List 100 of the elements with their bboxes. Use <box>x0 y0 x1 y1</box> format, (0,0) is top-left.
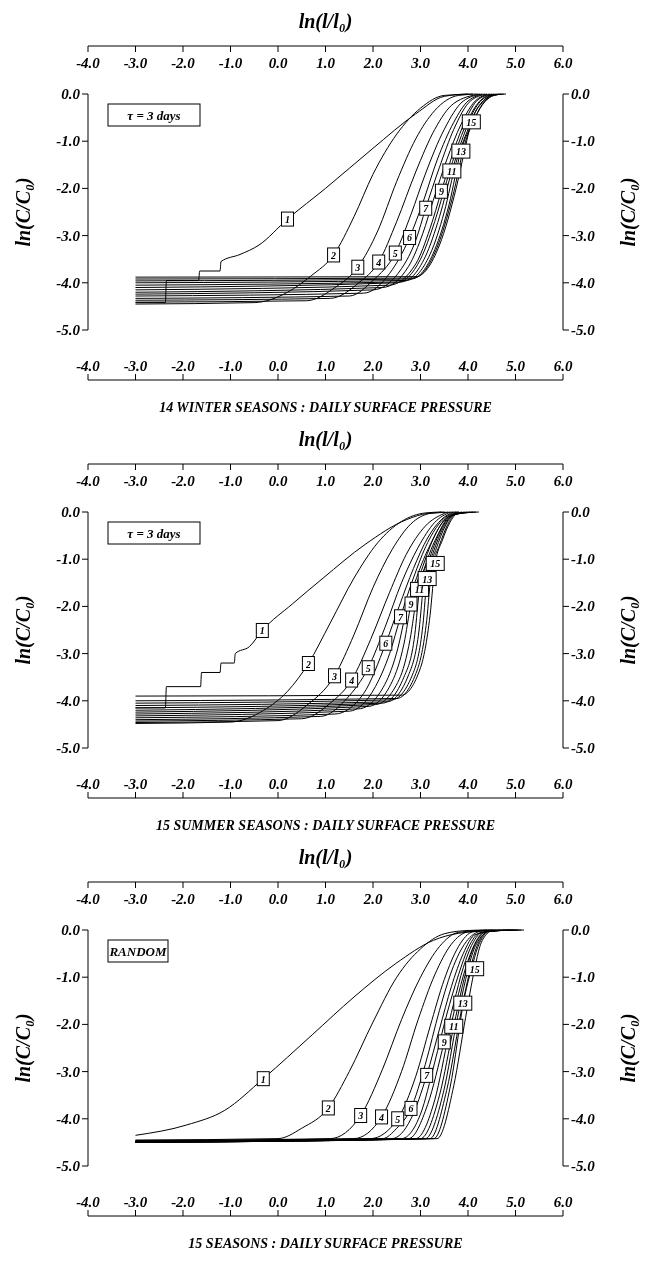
annotation: 2 <box>304 658 311 670</box>
x-tick-label: 1.0 <box>316 891 336 907</box>
y-tick-label: -3.0 <box>56 645 81 662</box>
annotation: 15 <box>469 963 480 975</box>
annotation: 13 <box>422 573 433 585</box>
y2-axis-title: ln(C/C₀) <box>617 1013 640 1083</box>
y2-tick-label: -2.0 <box>571 598 596 615</box>
x-tick-label: -3.0 <box>123 473 148 489</box>
x-tick-label: 1.0 <box>316 55 336 71</box>
x-tick-label: -2.0 <box>171 55 196 71</box>
x2-tick-label: 3.0 <box>410 776 431 792</box>
x-tick-label: -4.0 <box>76 473 101 489</box>
y-tick-label: -4.0 <box>56 1110 81 1127</box>
y2-tick-label: -5.0 <box>571 1158 596 1174</box>
y2-tick-label: -2.0 <box>571 180 596 197</box>
y-tick-label: -2.0 <box>56 1016 81 1033</box>
y-tick-label: -5.0 <box>56 322 81 338</box>
x-tick-label: 6.0 <box>553 891 573 907</box>
x2-axis-title: ln(l/l₀) <box>298 846 353 869</box>
annotation: τ = 3 days <box>127 526 181 541</box>
y2-tick-label: 0.0 <box>571 504 591 520</box>
y2-tick-label: -4.0 <box>571 274 596 291</box>
annotation: 15 <box>430 558 441 570</box>
y2-tick-label: -1.0 <box>571 551 596 568</box>
x-tick-label: -3.0 <box>123 55 148 71</box>
annotation: 3 <box>354 262 361 274</box>
x2-tick-label: -3.0 <box>123 1194 148 1210</box>
y2-tick-label: -3.0 <box>571 1063 596 1080</box>
annotation: 3 <box>357 1110 364 1122</box>
y-tick-label: -1.0 <box>56 133 81 150</box>
x2-tick-label: -4.0 <box>76 1194 101 1210</box>
x2-tick-label: 0.0 <box>268 776 288 792</box>
y-tick-label: -5.0 <box>56 1158 81 1174</box>
y-tick-label: -4.0 <box>56 274 81 291</box>
annotation: 2 <box>324 1102 331 1114</box>
annotation: 4 <box>378 1111 385 1123</box>
annotation: 7 <box>423 203 430 215</box>
x2-tick-label: 1.0 <box>316 1194 336 1210</box>
annotation: 6 <box>408 1103 414 1115</box>
y-tick-label: -5.0 <box>56 740 81 756</box>
x-tick-label: 0.0 <box>268 891 288 907</box>
annotation: 7 <box>424 1070 431 1082</box>
annotation: 15 <box>466 116 477 128</box>
annotation: 6 <box>407 232 413 244</box>
annotation: 5 <box>395 1113 401 1125</box>
x-tick-label: 5.0 <box>506 891 526 907</box>
y2-tick-label: -5.0 <box>571 322 596 338</box>
x-tick-label: 5.0 <box>506 55 526 71</box>
x2-tick-label: 6.0 <box>553 1194 573 1210</box>
y2-tick-label: -3.0 <box>571 645 596 662</box>
text: 14 WINTER SEASONS : DAILY SURFACE PRESSURE <box>159 400 492 415</box>
x-tick-label: 0.0 <box>268 473 288 489</box>
x2-tick-label: 4.0 <box>457 1194 478 1210</box>
x2-tick-label: 2.0 <box>362 1194 383 1210</box>
y-tick-label: -4.0 <box>56 692 81 709</box>
y-tick-label: -1.0 <box>56 969 81 986</box>
y-tick-label: 0.0 <box>61 86 81 102</box>
annotation: 9 <box>438 186 444 198</box>
x2-tick-label: 2.0 <box>362 358 383 374</box>
y-tick-label: -3.0 <box>56 227 81 244</box>
y2-tick-label: -2.0 <box>571 1016 596 1033</box>
annotation: 1 <box>285 214 290 226</box>
x2-tick-label: 5.0 <box>506 776 526 792</box>
annotation: 9 <box>441 1036 447 1048</box>
x2-tick-label: 3.0 <box>410 1194 431 1210</box>
y-tick-label: -1.0 <box>56 551 81 568</box>
x2-tick-label: -4.0 <box>76 776 101 792</box>
y2-tick-label: -5.0 <box>571 740 596 756</box>
x-tick-label: 3.0 <box>410 891 431 907</box>
annotation: τ = 3 days <box>127 108 181 123</box>
x2-axis-title: ln(l/l₀) <box>298 10 353 33</box>
x2-tick-label: 1.0 <box>316 776 336 792</box>
text: 15 SEASONS : DAILY SURFACE PRESSURE <box>188 1236 463 1251</box>
y2-tick-label: -4.0 <box>571 692 596 709</box>
annotation: 3 <box>331 670 338 682</box>
text: 15 SUMMER SEASONS : DAILY SURFACE PRESSURE <box>155 818 496 833</box>
y-tick-label: 0.0 <box>61 504 81 520</box>
annotation: 13 <box>457 998 468 1010</box>
x2-tick-label: 2.0 <box>362 776 383 792</box>
x2-tick-label: -2.0 <box>171 358 196 374</box>
x-tick-label: -4.0 <box>76 55 101 71</box>
y2-axis-title: ln(C/C₀) <box>617 595 640 665</box>
x-tick-label: 2.0 <box>362 891 383 907</box>
x-tick-label: 3.0 <box>410 473 431 489</box>
annotation: 1 <box>259 625 265 637</box>
y2-axis-title: ln(C/C₀) <box>617 177 640 247</box>
annotation: 11 <box>447 165 457 177</box>
x2-tick-label: 6.0 <box>553 358 573 374</box>
y-tick-label: -2.0 <box>56 180 81 197</box>
annotation: 7 <box>398 611 405 623</box>
x-tick-label: -3.0 <box>123 891 148 907</box>
x-tick-label: 6.0 <box>553 473 573 489</box>
x-tick-label: -4.0 <box>76 891 101 907</box>
annotation: 4 <box>375 257 382 269</box>
y-tick-label: 0.0 <box>61 922 81 938</box>
x-tick-label: 1.0 <box>316 473 336 489</box>
x-tick-label: 5.0 <box>506 473 526 489</box>
y-tick-label: -2.0 <box>56 598 81 615</box>
annotation: 5 <box>365 662 371 674</box>
x2-tick-label: -2.0 <box>171 1194 196 1210</box>
